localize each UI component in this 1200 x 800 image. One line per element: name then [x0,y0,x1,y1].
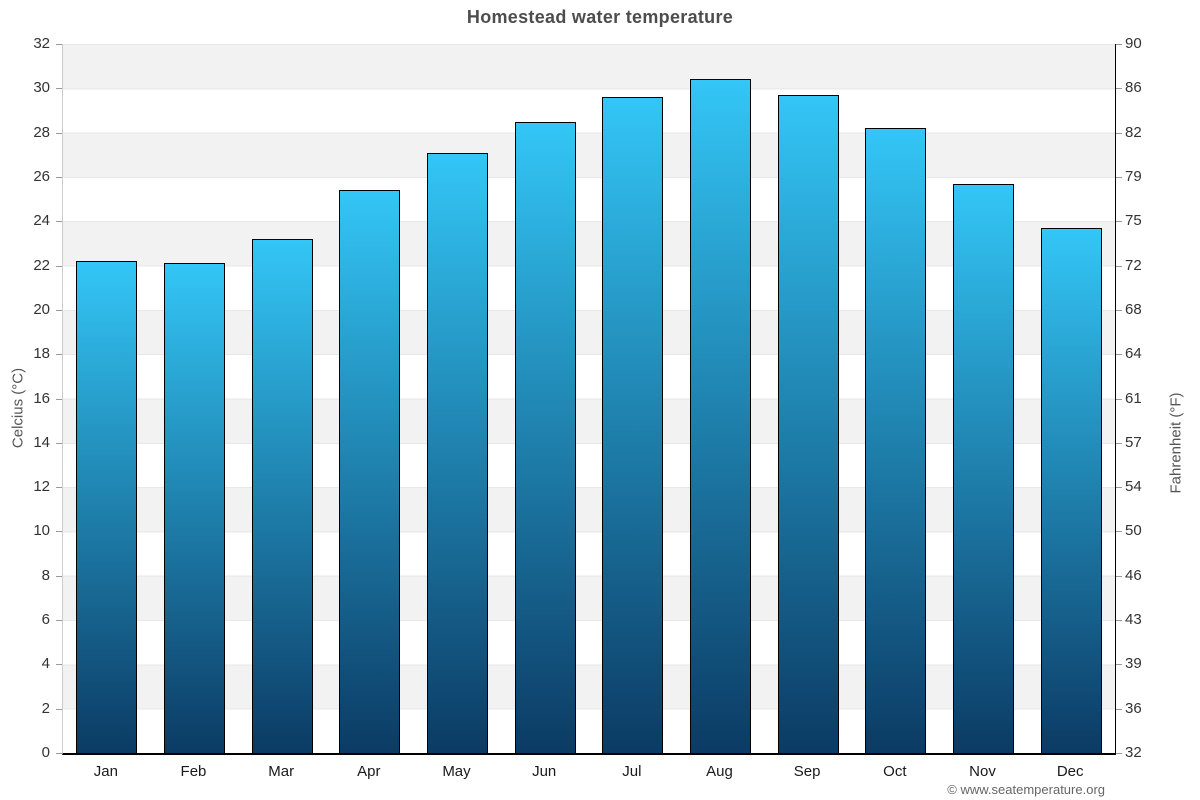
y-left-tick-mark [56,398,62,400]
y-left-tick-mark [56,44,62,45]
y-right-tick-82: 82 [1125,123,1142,141]
copyright-text: © www.seatemperature.org [947,782,1105,797]
y-right-tick-mark [1116,354,1122,356]
x-tick-nov: Nov [969,763,996,780]
y-left-tick-mark [56,442,62,444]
x-tick-apr: Apr [357,763,381,780]
y-right-tick-68: 68 [1125,300,1142,318]
y-right-tick-mark [1116,487,1122,489]
bar-sep [777,94,839,753]
y-left-tick-24: 24 [33,212,50,230]
y-left-tick-8: 8 [41,566,50,584]
y-left-tick-22: 22 [33,256,50,274]
y-right-tick-86: 86 [1125,79,1142,97]
y-axis-right-title: Fahrenheit (°F) [1167,392,1185,494]
x-tick-oct: Oct [883,763,907,780]
plot-area [62,44,1116,755]
y-left-tick-20: 20 [33,300,50,318]
y-left-tick-28: 28 [33,123,50,141]
bar-feb [164,263,225,753]
x-tick-aug: Aug [706,763,733,780]
x-tick-sep: Sep [793,763,821,780]
y-right-tick-75: 75 [1125,212,1142,230]
y-right-tick-72: 72 [1125,256,1142,274]
y-left-tick-mark [56,531,62,533]
y-right-tick-79: 79 [1125,167,1142,185]
y-right-tick-61: 61 [1125,389,1142,407]
y-left-tick-mark [56,221,62,223]
y-left-tick-32: 32 [33,35,50,52]
x-tick-jun: Jun [532,763,557,780]
y-right-tick-mark [1116,575,1122,577]
y-left-tick-16: 16 [33,389,50,407]
y-left-tick-mark [56,664,62,666]
y-left-tick-mark [56,753,62,754]
y-left-tick-14: 14 [33,433,50,451]
y-right-tick-mark [1116,442,1122,444]
y-left-tick-mark [56,575,62,577]
y-left-tick-12: 12 [33,478,50,496]
bar-dec [1040,227,1102,753]
y-right-tick-mark [1116,132,1122,134]
y-right-tick-mark [1116,531,1122,533]
bar-aug [690,79,751,753]
bar-jul [602,97,664,753]
x-tick-dec: Dec [1056,763,1084,780]
y-left-tick-mark [56,620,62,622]
y-left-tick-mark [56,309,62,311]
y-right-tick-mark [1116,88,1122,90]
y-right-tick-39: 39 [1125,655,1142,673]
bar-may [427,152,488,753]
y-left-tick-2: 2 [41,699,50,717]
y-right-tick-64: 64 [1125,345,1142,363]
x-tick-mar: Mar [268,763,295,780]
y-right-tick-50: 50 [1125,522,1142,540]
y-right-tick-46: 46 [1125,566,1142,584]
bar-jan [76,261,138,753]
y-right-tick-mark [1116,309,1122,311]
x-tick-jan: Jan [93,763,118,780]
y-left-tick-18: 18 [33,345,50,363]
x-tick-jul: Jul [622,763,642,780]
y-left-tick-mark [56,708,62,710]
y-right-tick-mark [1116,398,1122,400]
y-right-tick-mark [1116,176,1122,178]
bar-oct [865,128,927,753]
bar-jun [514,121,576,753]
y-right-tick-mark [1116,664,1122,666]
y-left-tick-mark [56,487,62,489]
y-right-tick-32: 32 [1125,744,1142,761]
y-right-tick-mark [1116,44,1122,45]
y-left-tick-30: 30 [33,79,50,97]
y-left-tick-mark [56,132,62,134]
y-right-tick-36: 36 [1125,699,1142,717]
chart-title: Homestead water temperature [466,7,734,27]
y-right-tick-mark [1116,708,1122,710]
y-left-tick-4: 4 [41,655,50,673]
y-right-tick-mark [1116,221,1122,223]
y-left-tick-26: 26 [33,167,50,185]
y-right-tick-57: 57 [1125,433,1142,451]
x-tick-may: May [442,763,471,780]
y-left-tick-10: 10 [33,522,50,540]
bar-apr [339,190,401,753]
y-right-tick-mark [1116,265,1122,267]
y-left-tick-mark [56,88,62,90]
y-right-tick-mark [1116,620,1122,622]
y-axis-left-title: Celcius (°C) [9,367,27,449]
y-right-tick-90: 90 [1125,35,1142,52]
y-left-tick-mark [56,176,62,178]
y-right-tick-54: 54 [1125,478,1142,496]
y-left-tick-6: 6 [41,611,50,629]
y-left-tick-0: 0 [41,744,50,761]
y-left-tick-mark [56,354,62,356]
bar-mar [251,238,313,753]
y-left-tick-mark [56,265,62,267]
y-right-tick-mark [1116,753,1122,754]
x-tick-feb: Feb [180,763,207,780]
y-right-tick-43: 43 [1125,611,1142,629]
bar-nov [953,183,1014,753]
